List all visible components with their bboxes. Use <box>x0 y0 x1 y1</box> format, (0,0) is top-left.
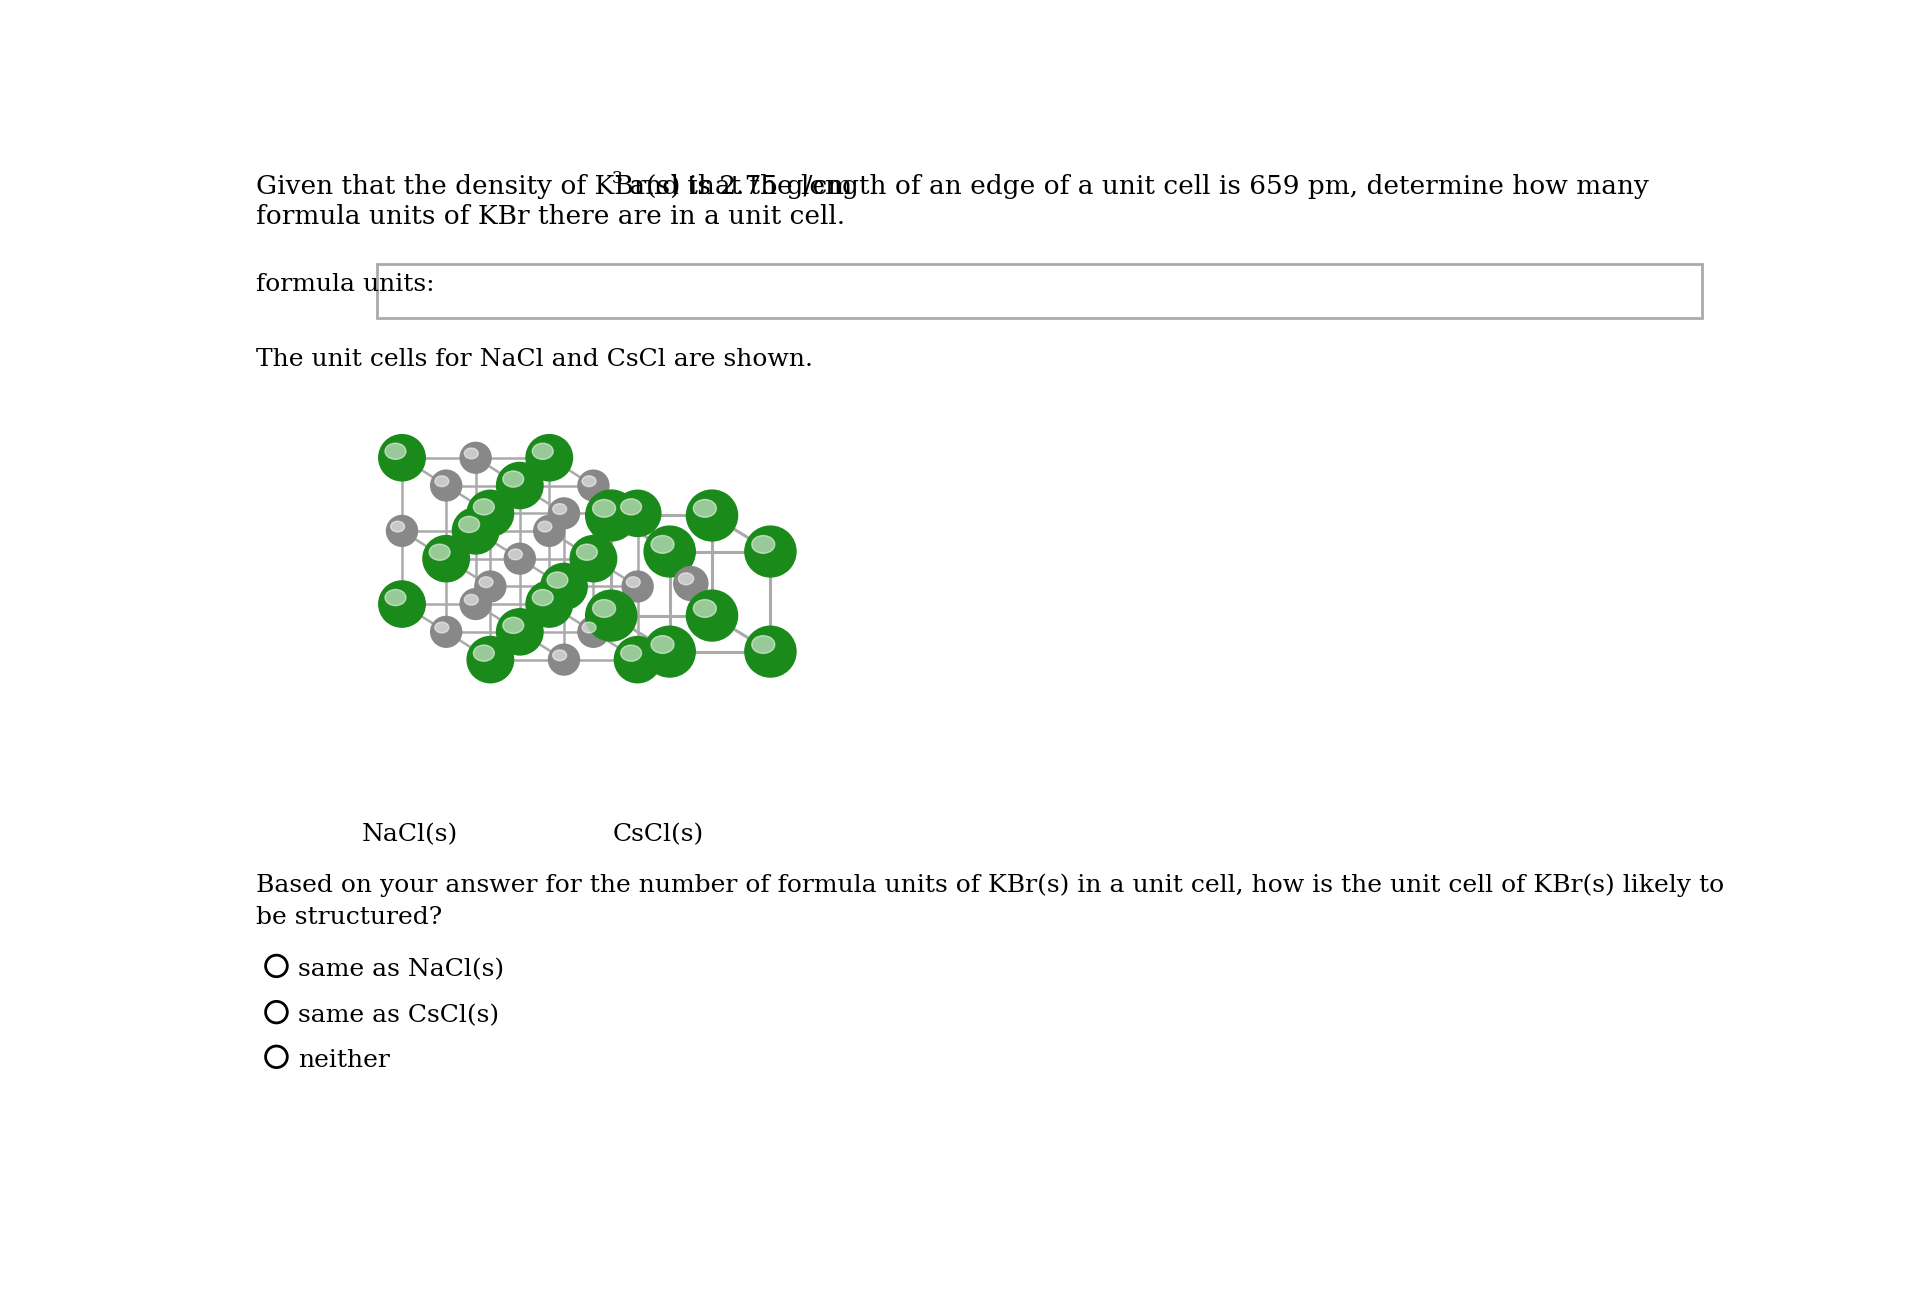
Ellipse shape <box>385 443 406 459</box>
Ellipse shape <box>622 571 653 602</box>
Ellipse shape <box>582 476 595 487</box>
Ellipse shape <box>387 516 417 546</box>
Ellipse shape <box>582 622 595 632</box>
Ellipse shape <box>687 491 737 541</box>
Ellipse shape <box>532 443 553 459</box>
Ellipse shape <box>465 447 478 459</box>
Ellipse shape <box>532 589 553 606</box>
Ellipse shape <box>452 508 500 554</box>
Ellipse shape <box>473 646 494 661</box>
Text: and that the length of an edge of a unit cell is 659 pm, determine how many: and that the length of an edge of a unit… <box>620 174 1648 199</box>
Ellipse shape <box>651 635 674 653</box>
Ellipse shape <box>434 622 448 632</box>
Ellipse shape <box>570 535 616 581</box>
FancyBboxPatch shape <box>377 264 1702 318</box>
Ellipse shape <box>379 581 425 627</box>
Text: same as NaCl(s): same as NaCl(s) <box>299 958 503 981</box>
Ellipse shape <box>496 462 544 509</box>
Ellipse shape <box>626 577 641 588</box>
Ellipse shape <box>745 626 796 677</box>
Ellipse shape <box>459 442 492 474</box>
Ellipse shape <box>526 434 572 480</box>
Ellipse shape <box>693 600 716 618</box>
Text: neither: neither <box>299 1050 390 1072</box>
Ellipse shape <box>645 526 695 577</box>
Ellipse shape <box>467 636 513 682</box>
Text: The unit cells for NaCl and CsCl are shown.: The unit cells for NaCl and CsCl are sho… <box>256 349 813 371</box>
Ellipse shape <box>467 491 513 537</box>
Ellipse shape <box>390 521 404 531</box>
Ellipse shape <box>651 535 674 554</box>
Ellipse shape <box>614 636 660 682</box>
Ellipse shape <box>478 577 494 588</box>
Ellipse shape <box>620 499 641 514</box>
Ellipse shape <box>578 470 609 501</box>
Ellipse shape <box>578 617 609 647</box>
Ellipse shape <box>620 646 641 661</box>
Ellipse shape <box>465 594 478 605</box>
Ellipse shape <box>509 548 523 560</box>
Ellipse shape <box>423 535 469 581</box>
Ellipse shape <box>745 526 796 577</box>
Text: formula units:: formula units: <box>256 273 434 297</box>
Ellipse shape <box>542 563 588 610</box>
Ellipse shape <box>503 543 536 575</box>
Ellipse shape <box>586 491 637 541</box>
Ellipse shape <box>475 571 505 602</box>
Ellipse shape <box>693 500 716 517</box>
Ellipse shape <box>496 609 544 655</box>
Ellipse shape <box>553 649 567 661</box>
Ellipse shape <box>459 589 492 619</box>
Ellipse shape <box>534 516 565 546</box>
Ellipse shape <box>593 600 616 618</box>
Ellipse shape <box>752 635 775 653</box>
Ellipse shape <box>547 572 568 588</box>
Ellipse shape <box>645 626 695 677</box>
Ellipse shape <box>379 434 425 480</box>
Ellipse shape <box>503 471 524 487</box>
Ellipse shape <box>473 499 494 514</box>
Ellipse shape <box>385 589 406 606</box>
Ellipse shape <box>526 581 572 627</box>
Text: same as CsCl(s): same as CsCl(s) <box>299 1005 500 1027</box>
Text: CsCl(s): CsCl(s) <box>612 824 702 846</box>
Ellipse shape <box>503 617 524 634</box>
Text: formula units of KBr there are in a unit cell.: formula units of KBr there are in a unit… <box>256 203 846 228</box>
Ellipse shape <box>752 535 775 554</box>
Text: Based on your answer for the number of formula units of KBr(s) in a unit cell, h: Based on your answer for the number of f… <box>256 874 1725 897</box>
Ellipse shape <box>549 644 580 676</box>
Ellipse shape <box>593 500 616 517</box>
Ellipse shape <box>586 590 637 642</box>
Ellipse shape <box>678 573 693 585</box>
Text: be structured?: be structured? <box>256 905 442 929</box>
Ellipse shape <box>576 544 597 560</box>
Ellipse shape <box>429 544 450 560</box>
Ellipse shape <box>553 504 567 514</box>
Ellipse shape <box>434 476 448 487</box>
Ellipse shape <box>431 617 461 647</box>
Ellipse shape <box>538 521 551 531</box>
Ellipse shape <box>687 590 737 642</box>
Ellipse shape <box>431 470 461 501</box>
Text: Given that the density of KBr(s) is 2.75 g/cm: Given that the density of KBr(s) is 2.75… <box>256 174 852 199</box>
Ellipse shape <box>674 567 708 601</box>
Text: 3: 3 <box>612 169 622 186</box>
Text: NaCl(s): NaCl(s) <box>362 824 457 846</box>
Ellipse shape <box>459 517 480 533</box>
Ellipse shape <box>549 499 580 529</box>
Ellipse shape <box>614 491 660 537</box>
